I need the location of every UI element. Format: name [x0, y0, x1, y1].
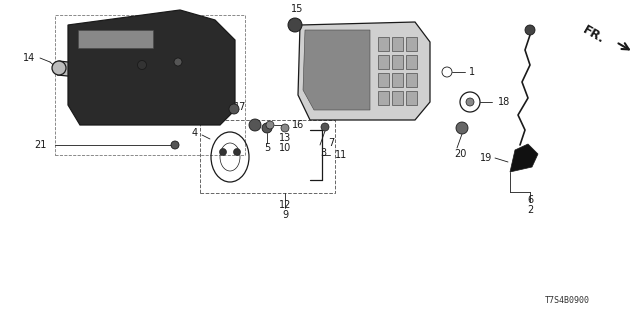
- Text: 16: 16: [292, 120, 304, 130]
- Text: 14: 14: [23, 53, 35, 63]
- Polygon shape: [298, 22, 430, 120]
- Bar: [406, 73, 417, 87]
- Circle shape: [249, 119, 261, 131]
- Bar: [392, 37, 403, 51]
- Text: FR.: FR.: [580, 24, 607, 46]
- Text: 4: 4: [192, 128, 198, 138]
- Circle shape: [288, 18, 302, 32]
- Text: 5: 5: [264, 143, 270, 153]
- Text: 19: 19: [480, 153, 492, 163]
- Circle shape: [466, 98, 474, 106]
- Bar: [406, 37, 417, 51]
- Circle shape: [262, 123, 272, 133]
- Text: 9: 9: [282, 210, 288, 220]
- Circle shape: [229, 104, 239, 114]
- Text: 13: 13: [279, 133, 291, 143]
- Text: 20: 20: [454, 149, 466, 159]
- Circle shape: [281, 124, 289, 132]
- Circle shape: [266, 121, 274, 129]
- Text: 7: 7: [328, 138, 334, 148]
- Polygon shape: [303, 30, 370, 110]
- Bar: [392, 73, 403, 87]
- Bar: [78, 30, 153, 48]
- Circle shape: [456, 122, 468, 134]
- Bar: [392, 55, 403, 69]
- Bar: [378, 37, 389, 51]
- Polygon shape: [58, 61, 196, 89]
- Circle shape: [138, 60, 147, 69]
- Text: 18: 18: [498, 97, 510, 107]
- Text: 21: 21: [200, 45, 212, 55]
- Text: 3: 3: [320, 148, 326, 158]
- Text: 17: 17: [234, 102, 246, 112]
- Bar: [406, 91, 417, 105]
- Text: 6: 6: [527, 195, 533, 205]
- Circle shape: [171, 141, 179, 149]
- Text: T7S4B0900: T7S4B0900: [545, 296, 590, 305]
- Text: 15: 15: [291, 4, 303, 14]
- Circle shape: [321, 123, 329, 131]
- Text: 11: 11: [335, 150, 348, 160]
- Text: 1: 1: [469, 67, 475, 77]
- Bar: [200, 120, 335, 193]
- Circle shape: [525, 25, 535, 35]
- Bar: [378, 73, 389, 87]
- Bar: [55, 15, 245, 155]
- Circle shape: [220, 148, 227, 156]
- Text: 12: 12: [279, 200, 291, 210]
- Bar: [406, 55, 417, 69]
- Polygon shape: [68, 10, 235, 125]
- Bar: [392, 91, 403, 105]
- Circle shape: [174, 58, 182, 66]
- Bar: [378, 91, 389, 105]
- Bar: [378, 55, 389, 69]
- Circle shape: [234, 148, 241, 156]
- Text: 8: 8: [120, 42, 126, 52]
- Text: 2: 2: [527, 205, 533, 215]
- Circle shape: [52, 61, 66, 75]
- Polygon shape: [510, 144, 538, 172]
- Text: 10: 10: [279, 143, 291, 153]
- Text: 21: 21: [35, 140, 47, 150]
